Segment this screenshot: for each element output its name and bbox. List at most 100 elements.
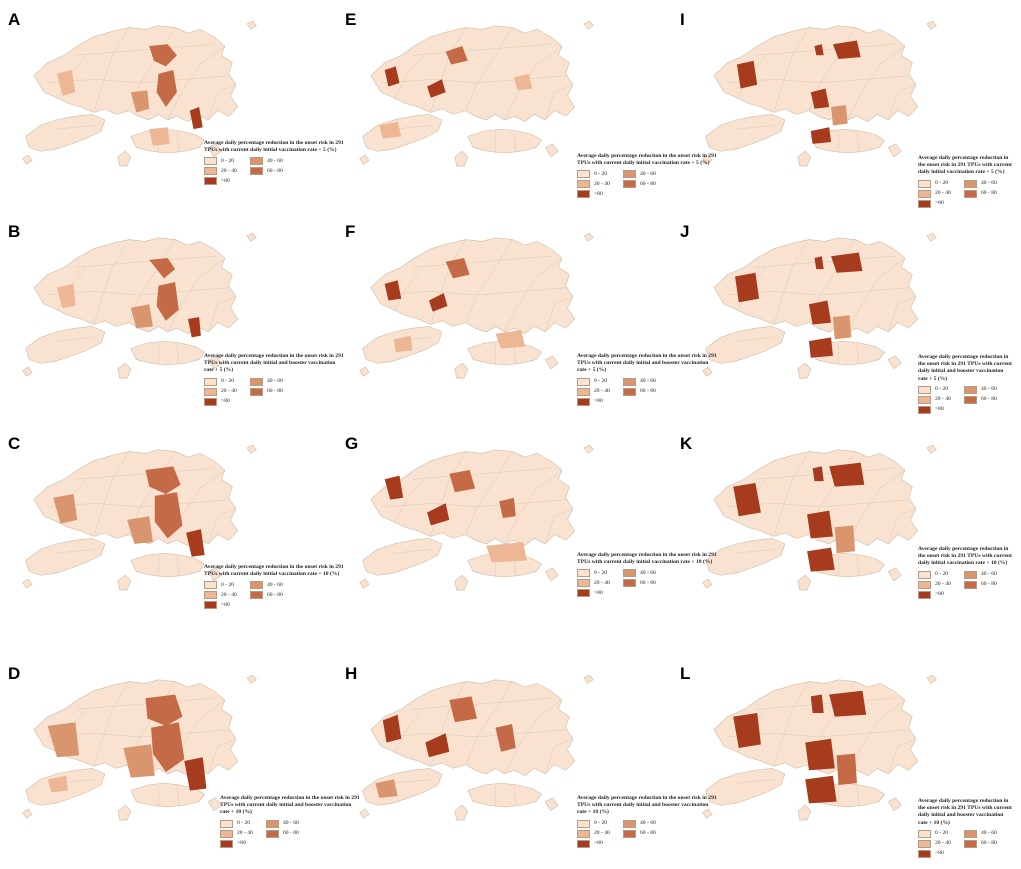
- legend-item: >80: [220, 839, 266, 848]
- legend-label: 40 - 60: [267, 378, 283, 384]
- legend-swatch: [964, 395, 977, 404]
- legend-label: >80: [594, 589, 603, 596]
- legend-swatch: [964, 385, 977, 394]
- map-panel-h: H: [345, 664, 675, 869]
- legend-swatch: [623, 819, 636, 828]
- legend-label: 20 - 40: [594, 579, 610, 586]
- legend-item: 60 - 80: [623, 579, 669, 588]
- tpu-region: [449, 696, 477, 723]
- legend-label: 0 - 20: [935, 180, 949, 186]
- tpu-region: [495, 330, 525, 349]
- legend-item: 60 - 80: [964, 395, 1010, 404]
- tpu-region: [56, 70, 76, 96]
- legend-label: 20 - 40: [221, 167, 237, 174]
- legend-label: 20 - 40: [237, 830, 253, 836]
- legend-item: 60 - 80: [266, 829, 312, 838]
- tpu-region: [836, 753, 857, 785]
- legend-item: 20 - 40: [918, 395, 964, 404]
- legend-swatch: [918, 839, 931, 848]
- legend-item: 0 - 20: [577, 377, 623, 386]
- legend-title: Average daily percentage reduction in th…: [204, 353, 344, 374]
- legend-item: 60 - 80: [623, 829, 669, 838]
- legend-title: Average daily percentage reduction in th…: [918, 155, 1012, 176]
- legend-item: 0 - 20: [918, 570, 964, 579]
- legend-item: 40 - 60: [964, 829, 1010, 838]
- tpu-region: [47, 722, 80, 758]
- legend-title: Average daily percentage reduction in th…: [918, 546, 1012, 567]
- legend-label: 40 - 60: [981, 180, 997, 186]
- legend-label: 60 - 80: [283, 830, 299, 836]
- legend-item: 20 - 40: [918, 189, 964, 198]
- tpu-region: [379, 121, 402, 139]
- map-legend: Average daily percentage reduction in th…: [577, 353, 717, 406]
- map-panel-k: K: [680, 434, 1010, 639]
- legend-label: >80: [221, 601, 230, 608]
- tpu-region: [384, 475, 404, 500]
- map-panel-a: A: [8, 10, 338, 215]
- tpu-region: [495, 724, 516, 752]
- tpu-region: [810, 127, 832, 144]
- legend-label: >80: [237, 840, 246, 846]
- hong-kong-choropleth-map: [22, 20, 257, 167]
- legend-swatch: [204, 177, 217, 186]
- legend-item: 60 - 80: [623, 387, 669, 396]
- legend-item: 0 - 20: [577, 569, 623, 578]
- legend-swatch: [918, 590, 931, 599]
- legend-swatch: [577, 829, 590, 838]
- legend-item: >80: [918, 590, 964, 599]
- panel-label: H: [345, 664, 358, 683]
- tpu-region: [393, 335, 413, 353]
- tpu-region: [832, 40, 861, 59]
- legend-label: 40 - 60: [640, 820, 656, 826]
- legend-label: 20 - 40: [935, 840, 951, 847]
- legend-label: 20 - 40: [594, 830, 610, 836]
- legend-label: 60 - 80: [981, 581, 997, 587]
- legend-swatch: [577, 387, 590, 396]
- tpu-region: [449, 470, 476, 493]
- map-legend: Average daily percentage reduction in th…: [577, 795, 717, 848]
- legend-item: 60 - 80: [964, 580, 1010, 589]
- map-panel-i: I: [680, 10, 1010, 215]
- tpu-region: [486, 542, 527, 563]
- tpu-region: [384, 66, 400, 87]
- panel-label: C: [8, 434, 21, 453]
- legend-swatch: [623, 829, 636, 838]
- map-legend: Average daily percentage reduction in th…: [577, 153, 717, 199]
- map-legend: Average daily percentage reduction in th…: [220, 795, 360, 848]
- legend-label: 40 - 60: [267, 157, 283, 164]
- legend-title: Average daily percentage reduction in th…: [577, 353, 717, 374]
- tpu-region: [829, 462, 865, 487]
- legend-item: >80: [577, 397, 623, 406]
- map-legend: Average daily percentage reduction in th…: [918, 155, 1014, 208]
- legend-label: 0 - 20: [594, 378, 608, 384]
- legend-label: 60 - 80: [640, 579, 656, 586]
- legend-swatch: [964, 179, 977, 188]
- legend-item: >80: [204, 601, 250, 610]
- legend-label: 0 - 20: [221, 157, 235, 164]
- panel-label: L: [680, 664, 691, 683]
- panel-label: I: [680, 10, 685, 29]
- tpu-region: [805, 738, 835, 771]
- panel-label: E: [345, 10, 357, 29]
- map-legend: Average daily percentage reduction in th…: [204, 140, 344, 186]
- tpu-region: [831, 105, 848, 126]
- legend-item: 0 - 20: [204, 377, 250, 386]
- legend-swatch: [220, 829, 233, 838]
- legend-swatch: [577, 839, 590, 848]
- legend-item: 0 - 20: [204, 581, 250, 590]
- tpu-region: [145, 466, 181, 495]
- legend-swatch: [577, 579, 590, 588]
- legend-title: Average daily percentage reduction in th…: [577, 795, 717, 816]
- legend-item: 40 - 60: [623, 377, 669, 386]
- legend-label: >80: [594, 398, 603, 404]
- legend-swatch: [918, 570, 931, 579]
- legend-item: 0 - 20: [918, 179, 964, 188]
- tpu-region: [733, 712, 761, 749]
- legend-label: 0 - 20: [237, 820, 251, 826]
- hong-kong-choropleth-map: [359, 20, 594, 167]
- hong-kong-choropleth-map: [22, 232, 257, 379]
- legend-label: 0 - 20: [221, 378, 235, 384]
- legend-item: 40 - 60: [250, 377, 296, 386]
- legend-swatch: [204, 377, 217, 386]
- legend-label: 40 - 60: [283, 820, 299, 826]
